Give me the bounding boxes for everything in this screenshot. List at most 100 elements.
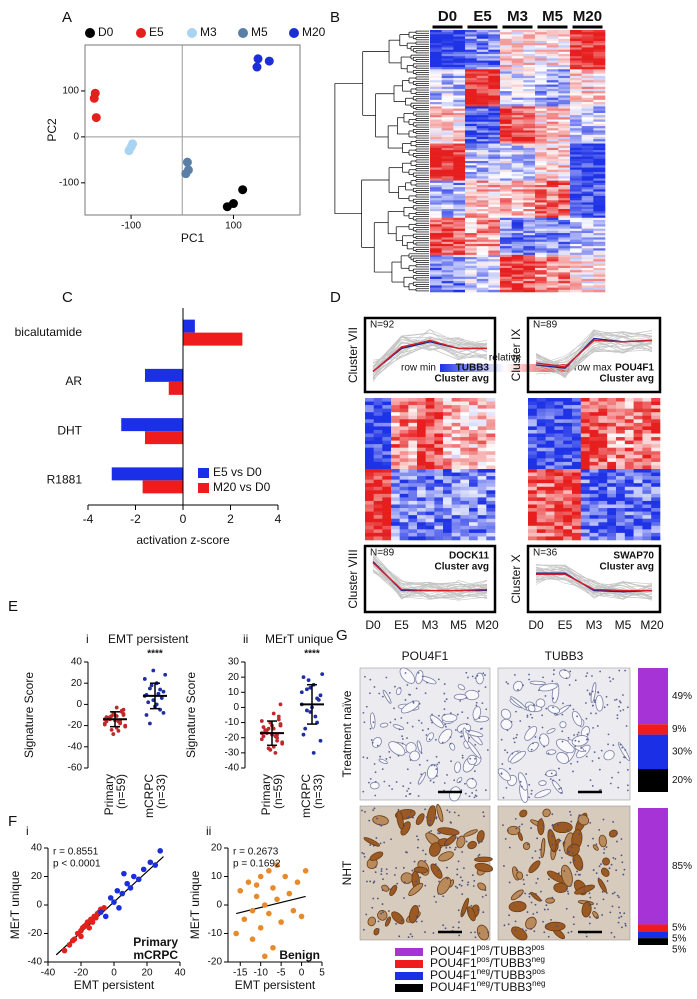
heatmap-cell — [570, 248, 582, 251]
heatmap-cell — [593, 200, 606, 203]
heatmap-cell — [528, 493, 538, 498]
nucleus — [591, 760, 594, 762]
heatmap-cell — [451, 511, 461, 516]
heatmap-cell — [554, 522, 564, 527]
heatmap-cell — [488, 263, 501, 267]
heatmap-cell — [558, 267, 571, 271]
heatmap-cell — [500, 108, 512, 112]
heatmap-cell — [558, 204, 571, 208]
heatmap-cell — [558, 163, 571, 166]
heatmap-cell — [546, 56, 559, 59]
heatmap-cell — [546, 139, 559, 142]
heatmap-cell — [476, 84, 489, 88]
heatmap-cell — [441, 128, 454, 131]
nucleus — [409, 792, 412, 795]
heatmap-cell — [598, 518, 608, 523]
nucleus — [521, 928, 524, 931]
heatmap-cell — [593, 274, 606, 278]
heatmap-cell — [453, 139, 466, 142]
heatmap-cell — [651, 504, 661, 509]
heatmap-cell — [558, 167, 571, 171]
point — [238, 185, 248, 195]
nucleus — [595, 843, 598, 846]
gland — [571, 710, 583, 727]
heatmap-cell — [570, 233, 582, 236]
heatmap-cell — [430, 202, 442, 205]
heatmap-cell — [616, 412, 626, 417]
heatmap-cell — [451, 472, 461, 477]
gene-trace — [535, 341, 653, 368]
nucleus — [560, 856, 563, 859]
nucleus — [382, 911, 384, 914]
heatmap-cell — [593, 86, 606, 90]
heatmap-cell — [425, 426, 435, 431]
heatmap-cell — [523, 73, 536, 77]
heatmap-cell — [469, 426, 478, 431]
heatmap-cell — [528, 483, 538, 488]
heatmap-cell — [451, 532, 461, 537]
legend-label-part: POU4F1 — [430, 944, 477, 958]
heatmap-cell — [607, 433, 617, 438]
heatmap-cell — [558, 93, 571, 96]
heatmap-cell — [399, 522, 409, 527]
heatmap-cell — [593, 187, 606, 190]
heatmap-cell — [607, 401, 617, 406]
heatmap-cell — [465, 185, 477, 188]
heatmap-cell — [451, 476, 461, 480]
heatmap-cell — [465, 259, 477, 262]
heatmap-cell — [434, 469, 444, 473]
gland — [510, 750, 526, 764]
heatmap-cell — [476, 230, 489, 234]
heatmap-cell — [453, 204, 466, 208]
heatmap-cell — [382, 405, 392, 409]
heatmap-cell — [500, 88, 512, 92]
heatmap-cell — [430, 219, 442, 223]
heatmap-cell — [558, 34, 571, 37]
heatmap-cell — [465, 58, 477, 61]
heatmap-cell — [624, 415, 634, 420]
heatmap-cell — [430, 128, 442, 131]
heatmap-cell — [500, 209, 512, 212]
nucleus — [405, 851, 407, 853]
legend-label: mCRPC — [133, 948, 178, 962]
heatmap-cell — [469, 536, 478, 541]
nucleus — [461, 851, 464, 853]
heatmap-cell — [500, 84, 512, 88]
heatmap-cell — [453, 272, 466, 275]
heatmap-cell — [430, 132, 442, 136]
heatmap-cell — [558, 143, 571, 147]
heatmap-cell — [488, 200, 501, 203]
heatmap-cell — [546, 200, 559, 203]
heatmap-cell — [488, 165, 501, 168]
heatmap-cell — [500, 224, 512, 227]
heatmap-cell — [453, 136, 466, 140]
heatmap-cell — [546, 270, 559, 273]
heatmap-cell — [443, 469, 452, 473]
legend-label-part: neg — [532, 955, 545, 964]
heatmap-cell — [511, 67, 524, 70]
heatmap-cell — [430, 185, 442, 188]
point — [116, 905, 122, 911]
heatmap-cell — [616, 497, 626, 502]
heatmap-cell — [523, 289, 536, 293]
heatmap-cell — [570, 209, 582, 212]
heatmap-cell — [581, 132, 594, 136]
nucleus — [570, 762, 572, 765]
heatmap-cell — [443, 500, 452, 505]
heatmap-cell — [570, 211, 582, 214]
heatmap-cell — [546, 182, 559, 186]
cluster-frame — [363, 316, 497, 394]
nucleus — [443, 683, 446, 685]
heatmap-cell — [624, 497, 634, 502]
heatmap-cell — [486, 454, 496, 459]
heatmap-cell — [476, 43, 489, 46]
heatmap-cell — [441, 228, 454, 232]
heatmap-cell — [430, 283, 442, 286]
heatmap-cell — [373, 522, 383, 527]
heatmap-cell — [581, 241, 594, 245]
nucleus — [569, 814, 572, 816]
heatmap-cell — [558, 248, 571, 251]
heatmap-cell — [476, 45, 489, 48]
heatmap-cell — [535, 108, 547, 112]
heatmap-cell — [451, 433, 461, 438]
